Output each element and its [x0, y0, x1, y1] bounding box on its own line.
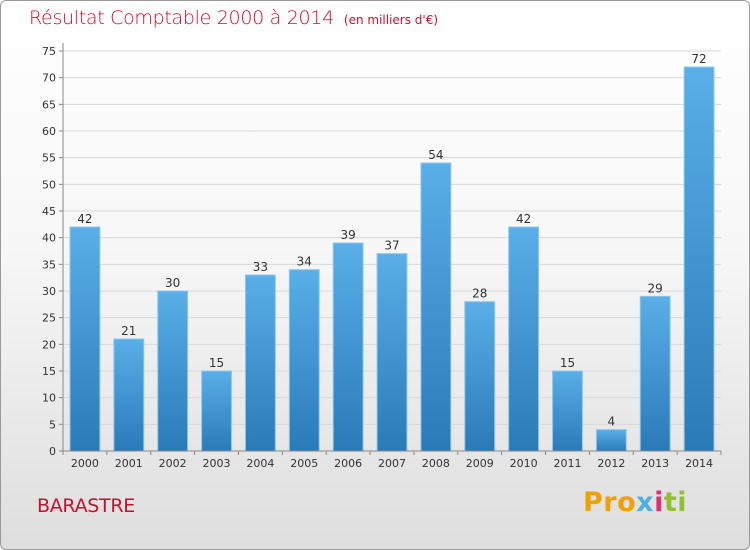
y-tick-label: 45 — [42, 205, 56, 218]
x-tick-label-2003: 2003 — [203, 457, 231, 470]
y-tick-label: 5 — [49, 418, 56, 431]
y-tick-label: 65 — [42, 98, 56, 111]
commune-name: BARASTRE — [37, 495, 135, 517]
x-tick-label-2000: 2000 — [71, 457, 99, 470]
chart-title-text: Résultat Comptable 2000 à 2014 — [29, 7, 334, 29]
bar-2005 — [288, 269, 320, 452]
y-tick-label: 15 — [42, 365, 56, 378]
bar-2010 — [508, 226, 540, 452]
chart-title: Résultat Comptable 2000 à 2014 (en millie… — [29, 7, 438, 29]
y-tick-label: 25 — [42, 312, 56, 325]
bar-2012 — [595, 429, 627, 452]
x-tick-label-2008: 2008 — [422, 457, 450, 470]
bar-2000 — [69, 226, 101, 452]
data-label-2008: 54 — [428, 148, 443, 162]
x-tick-label-2009: 2009 — [466, 457, 494, 470]
data-label-2011: 15 — [560, 356, 575, 370]
x-tick-label-2011: 2011 — [553, 457, 581, 470]
bar-2013 — [639, 295, 671, 452]
data-label-2003: 15 — [209, 356, 224, 370]
data-label-2004: 33 — [253, 260, 268, 274]
bar-2001 — [113, 338, 145, 452]
data-label-2000: 42 — [77, 212, 92, 226]
data-label-2014: 72 — [691, 52, 706, 66]
x-tick-label-2004: 2004 — [246, 457, 274, 470]
bar-2014 — [683, 66, 715, 452]
bar-2007 — [376, 253, 408, 452]
data-label-2006: 39 — [340, 228, 355, 242]
bar-2004 — [244, 274, 276, 452]
data-label-2012: 4 — [608, 415, 616, 429]
proxiti-logo: Proxiti — [583, 487, 688, 518]
data-label-2005: 34 — [297, 255, 312, 269]
y-tick-label: 10 — [42, 392, 56, 405]
y-tick-label: 75 — [42, 45, 56, 58]
bar-2009 — [464, 301, 496, 452]
x-tick-label-2002: 2002 — [159, 457, 187, 470]
x-tick-label-2001: 2001 — [115, 457, 143, 470]
bar-2006 — [332, 242, 364, 452]
bar-2003 — [201, 370, 232, 452]
x-tick-label-2013: 2013 — [641, 457, 669, 470]
y-tick-label: 20 — [42, 338, 56, 351]
data-label-2002: 30 — [165, 276, 180, 290]
x-tick-label-2005: 2005 — [290, 457, 318, 470]
data-label-2013: 29 — [648, 281, 663, 295]
bar-2011 — [552, 370, 583, 452]
chart-unit-label: (en milliers d'€) — [343, 13, 439, 27]
x-tick-label-2010: 2010 — [510, 457, 538, 470]
data-label-2001: 21 — [121, 324, 136, 338]
y-tick-label: 70 — [42, 72, 56, 85]
y-tick-label: 0 — [49, 445, 56, 458]
x-tick-label-2012: 2012 — [597, 457, 625, 470]
x-tick-label-2014: 2014 — [685, 457, 713, 470]
x-tick-label-2006: 2006 — [334, 457, 362, 470]
x-tick-label-2007: 2007 — [378, 457, 406, 470]
bar-2002 — [157, 290, 189, 452]
y-tick-label: 35 — [42, 258, 56, 271]
y-tick-label: 30 — [42, 285, 56, 298]
y-tick-label: 60 — [42, 125, 56, 138]
y-tick-label: 50 — [42, 178, 56, 191]
bar-2008 — [420, 162, 452, 452]
y-tick-label: 55 — [42, 152, 56, 165]
data-label-2007: 37 — [384, 239, 399, 253]
data-label-2009: 28 — [472, 287, 487, 301]
y-tick-label: 40 — [42, 232, 56, 245]
data-label-2010: 42 — [516, 212, 531, 226]
